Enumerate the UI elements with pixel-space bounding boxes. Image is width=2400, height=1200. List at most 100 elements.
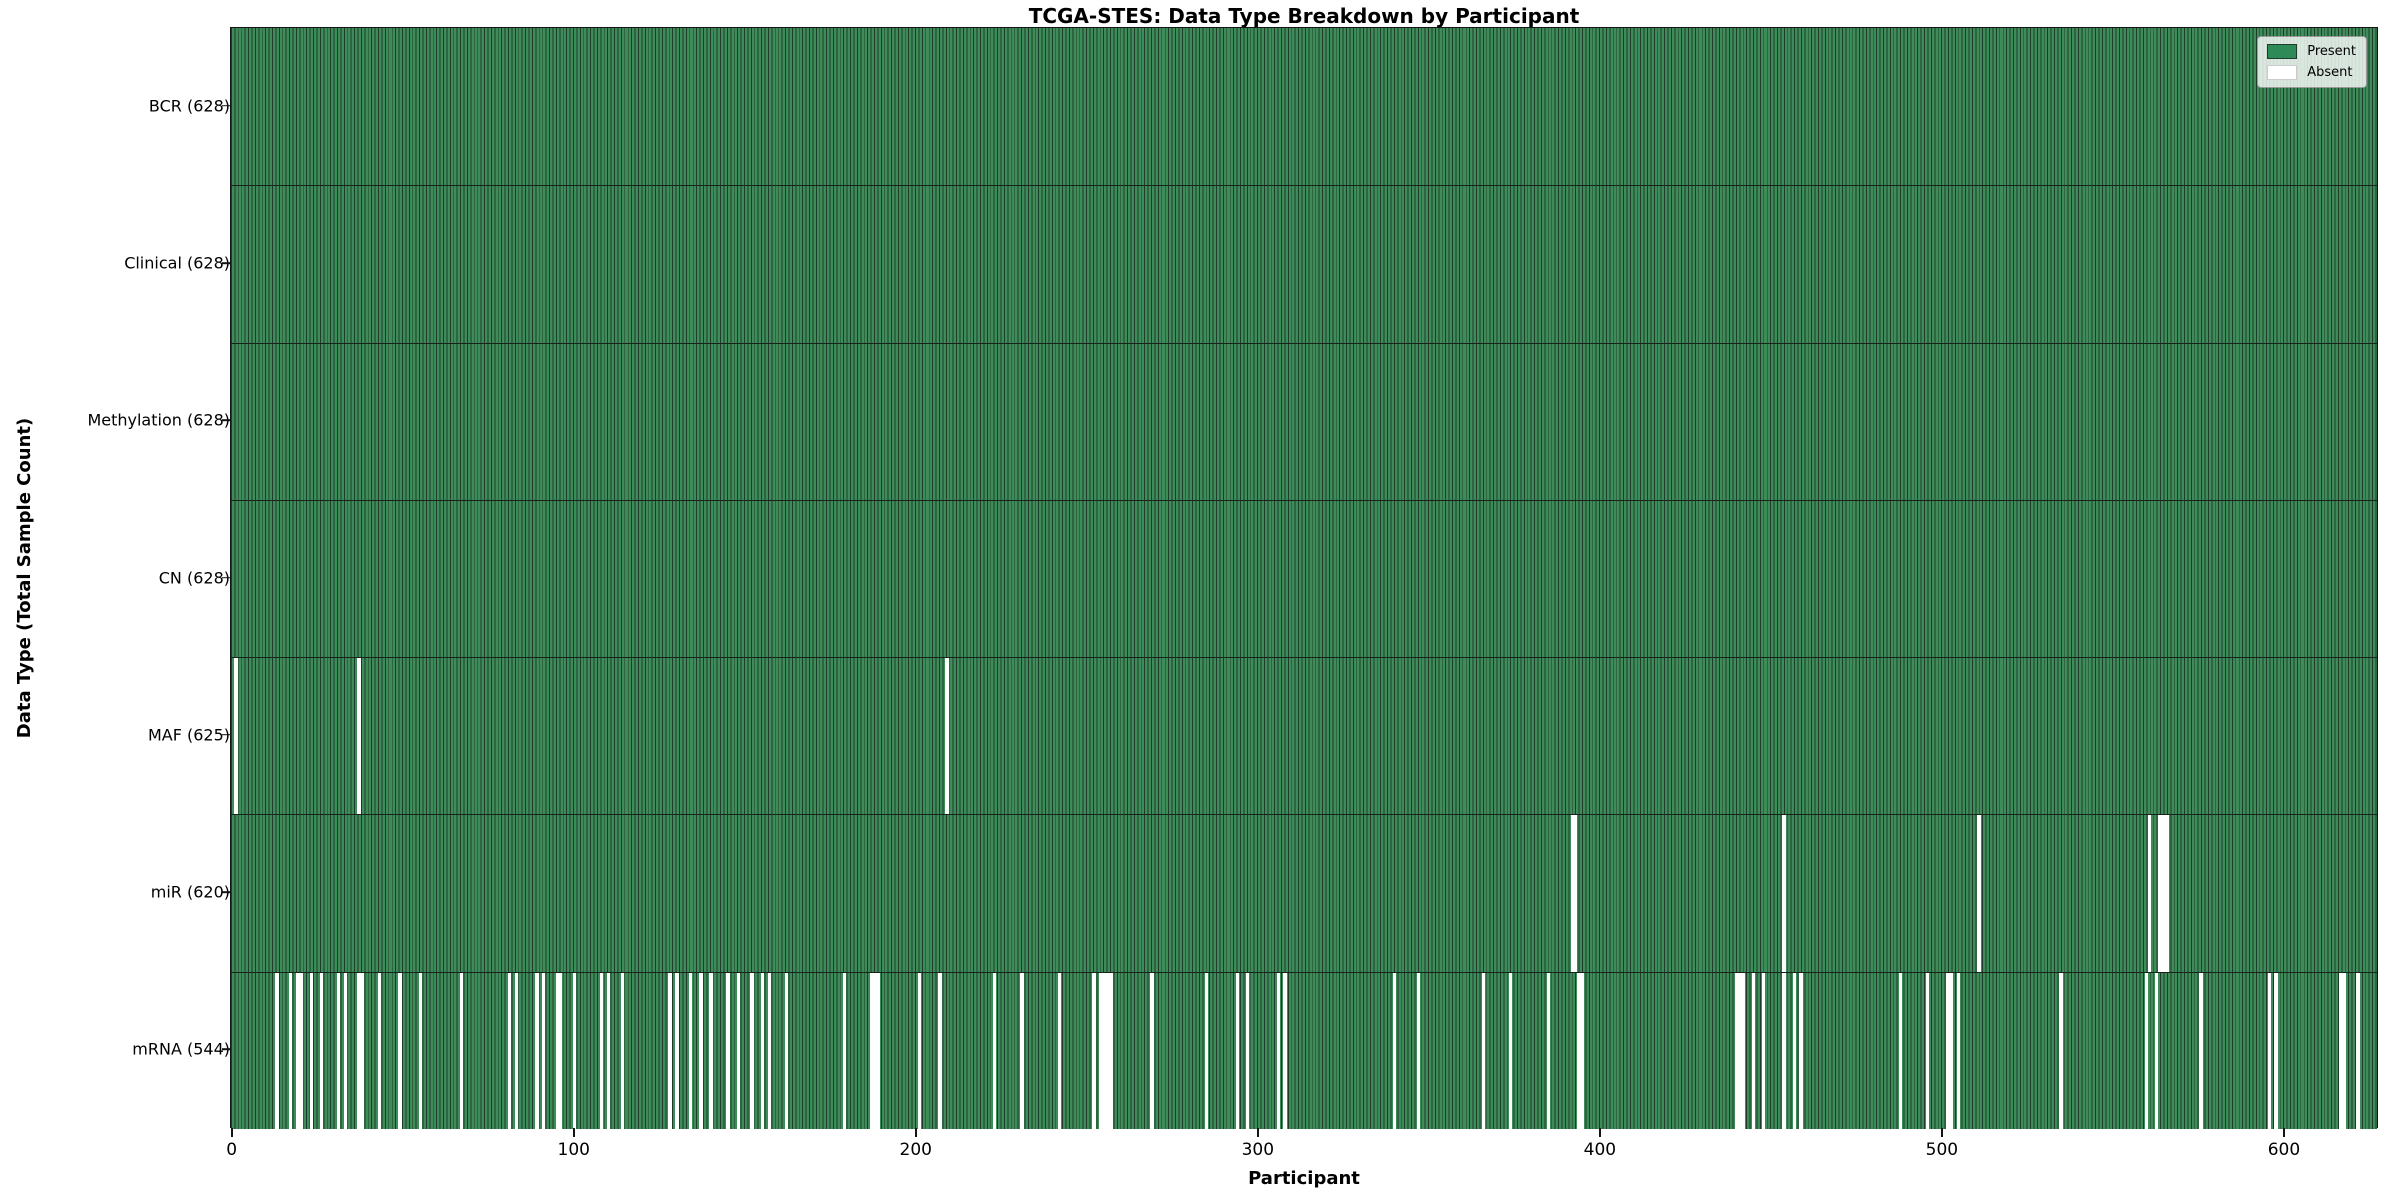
absent-stripe — [1546, 972, 1551, 1129]
absent-stripe — [2199, 972, 2203, 1129]
absent-stripe — [1761, 972, 1766, 1129]
absent-stripe — [2161, 815, 2166, 972]
x-tick-mark — [1257, 1128, 1259, 1137]
absent-stripe — [1741, 972, 1745, 1129]
absent-stripe — [1573, 815, 1578, 972]
y-tick-mark — [222, 262, 230, 264]
absent-stripe — [2059, 972, 2063, 1129]
absent-stripe — [1577, 972, 1581, 1129]
x-tick-label: 0 — [226, 1140, 238, 1160]
absent-stripe — [2274, 972, 2278, 1129]
data-row-Methylation — [231, 342, 2377, 500]
legend-absent-swatch — [2267, 65, 2298, 80]
absent-stripe — [360, 972, 365, 1129]
absent-stripe — [343, 972, 348, 1129]
absent-stripe — [535, 972, 539, 1129]
data-row-BCR — [231, 28, 2377, 186]
x-tick-label: 500 — [1925, 1140, 1959, 1160]
absent-stripe — [295, 972, 300, 1129]
absent-stripe — [938, 972, 942, 1129]
x-tick-label: 600 — [2267, 1140, 2301, 1160]
y-tick-mark — [222, 733, 230, 736]
absent-stripe — [357, 658, 361, 815]
x-tick-mark — [1599, 1128, 1601, 1137]
absent-stripe — [2158, 815, 2162, 972]
legend-entry-absent: Absent — [2267, 65, 2356, 80]
legend-present-swatch — [2267, 44, 2298, 59]
absent-stripe — [1109, 972, 1113, 1129]
data-row-MAF — [231, 657, 2377, 815]
absent-stripe — [1102, 972, 1106, 1129]
absent-stripe — [1977, 815, 1981, 972]
absent-stripe — [1283, 972, 1287, 1129]
absent-stripe — [2154, 972, 2159, 1129]
absent-stripe — [418, 972, 423, 1129]
absent-stripe — [459, 972, 464, 1129]
absent-stripe — [1204, 972, 1209, 1129]
absent-stripe — [1799, 972, 1803, 1129]
absent-stripe — [309, 972, 313, 1129]
absent-stripe — [1782, 815, 1786, 972]
absent-stripe — [507, 972, 512, 1129]
absent-stripe — [1020, 972, 1024, 1129]
x-axis-label: Participant — [1248, 1168, 1360, 1189]
absent-stripe — [1751, 972, 1756, 1129]
absent-stripe — [1276, 972, 1281, 1129]
absent-stripe — [1737, 972, 1742, 1129]
absent-stripe — [1570, 815, 1574, 972]
absent-stripe — [319, 972, 324, 1129]
absent-stripe — [1057, 972, 1062, 1129]
chart-title: TCGA-STES: Data Type Breakdown by Partic… — [1028, 4, 1580, 28]
absent-stripe — [234, 658, 238, 815]
absent-stripe — [709, 972, 713, 1129]
x-tick-label: 100 — [557, 1140, 590, 1160]
absent-stripe — [398, 972, 402, 1129]
absent-stripe — [1092, 972, 1096, 1129]
y-tick-mark — [222, 104, 230, 107]
x-tick-label: 400 — [1583, 1140, 1617, 1160]
absent-stripe — [514, 972, 519, 1129]
legend-absent-label: Absent — [2307, 65, 2353, 80]
absent-stripe — [559, 972, 563, 1129]
y-tick-mark — [222, 419, 230, 421]
absent-stripe — [606, 972, 611, 1129]
absent-stripe — [1509, 972, 1513, 1129]
y-tick-mark — [222, 1048, 230, 1051]
y-axis-label: Data Type (Total Sample Count) — [14, 417, 35, 739]
y-tick-label: Clinical (628) — [124, 253, 230, 273]
absent-stripe — [767, 972, 771, 1129]
x-tick-mark — [2283, 1128, 2285, 1137]
x-tick-mark — [914, 1128, 917, 1137]
absent-stripe — [1946, 972, 1950, 1129]
legend-present-label: Present — [2307, 44, 2356, 59]
absent-stripe — [1898, 972, 1902, 1129]
x-tick-label: 300 — [1241, 1140, 1275, 1160]
y-tick-label: BCR (628) — [148, 96, 230, 116]
absent-stripe — [2144, 972, 2149, 1129]
x-tick-mark — [1941, 1128, 1943, 1137]
legend-entry-present: Present — [2267, 44, 2356, 59]
absent-stripe — [620, 972, 624, 1129]
data-row-miR — [231, 814, 2377, 972]
absent-stripe — [1150, 972, 1154, 1129]
absent-stripe — [2342, 972, 2347, 1129]
absent-stripe — [668, 972, 672, 1129]
absent-stripe — [784, 972, 788, 1129]
x-tick-label: 200 — [899, 1140, 933, 1160]
absent-stripe — [1792, 972, 1797, 1129]
absent-stripe — [1734, 972, 1738, 1129]
absent-stripe — [1235, 972, 1240, 1129]
absent-stripe — [1392, 972, 1397, 1129]
y-tick-label: miR (620) — [150, 882, 230, 902]
absent-stripe — [555, 972, 560, 1129]
absent-stripe — [699, 972, 703, 1129]
absent-stripe — [1481, 972, 1486, 1129]
absent-stripe — [842, 972, 847, 1129]
absent-stripe — [275, 972, 279, 1129]
x-tick-mark — [230, 1128, 233, 1137]
absent-stripe — [873, 972, 877, 1129]
absent-stripe — [1580, 972, 1585, 1129]
absent-stripe — [688, 972, 693, 1129]
y-tick-mark — [222, 891, 230, 893]
